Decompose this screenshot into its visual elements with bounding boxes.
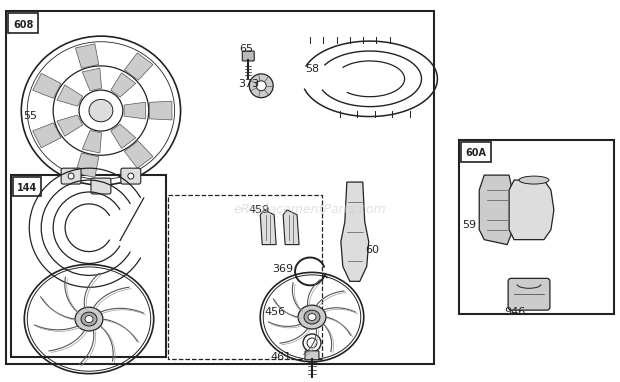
FancyBboxPatch shape <box>8 13 38 33</box>
Ellipse shape <box>75 307 103 331</box>
Polygon shape <box>111 124 136 148</box>
Bar <box>459 140 614 314</box>
Ellipse shape <box>308 314 316 320</box>
Text: 59: 59 <box>463 220 476 230</box>
Circle shape <box>256 81 266 91</box>
FancyBboxPatch shape <box>508 278 550 310</box>
Text: 461: 461 <box>270 352 291 362</box>
FancyBboxPatch shape <box>61 168 81 184</box>
FancyBboxPatch shape <box>305 351 319 360</box>
FancyBboxPatch shape <box>461 142 491 162</box>
Text: 608: 608 <box>13 20 33 30</box>
Polygon shape <box>125 53 153 80</box>
Polygon shape <box>509 180 554 240</box>
Bar <box>6 11 435 364</box>
Bar <box>11 175 166 357</box>
Text: 58: 58 <box>305 64 319 74</box>
FancyBboxPatch shape <box>91 178 111 194</box>
Polygon shape <box>82 131 102 153</box>
Polygon shape <box>125 141 153 168</box>
Text: eReplacementParts.com: eReplacementParts.com <box>234 203 386 216</box>
Text: 369: 369 <box>272 264 293 274</box>
Polygon shape <box>57 85 82 106</box>
Bar <box>167 195 322 359</box>
Polygon shape <box>76 44 99 68</box>
FancyBboxPatch shape <box>121 168 141 184</box>
Polygon shape <box>149 101 172 120</box>
Text: 456: 456 <box>264 307 285 317</box>
Polygon shape <box>57 115 82 136</box>
Text: 373: 373 <box>238 79 259 89</box>
Polygon shape <box>124 102 146 119</box>
Text: 60A: 60A <box>466 148 487 158</box>
Circle shape <box>68 173 74 179</box>
Circle shape <box>128 173 134 179</box>
Polygon shape <box>82 68 102 91</box>
Polygon shape <box>341 182 369 281</box>
Polygon shape <box>260 210 276 244</box>
Polygon shape <box>76 153 99 177</box>
Text: 946: 946 <box>504 307 525 317</box>
Polygon shape <box>33 73 61 98</box>
Polygon shape <box>479 175 511 244</box>
Ellipse shape <box>85 316 93 322</box>
FancyBboxPatch shape <box>242 51 254 61</box>
Text: 459: 459 <box>248 205 270 215</box>
Polygon shape <box>111 73 136 97</box>
Ellipse shape <box>304 310 320 324</box>
Ellipse shape <box>89 99 113 122</box>
Text: 55: 55 <box>24 110 37 121</box>
Ellipse shape <box>298 305 326 329</box>
Circle shape <box>249 74 273 98</box>
FancyBboxPatch shape <box>14 177 41 196</box>
Text: 144: 144 <box>17 183 37 193</box>
Text: 60: 60 <box>366 244 379 254</box>
Ellipse shape <box>81 312 97 326</box>
Polygon shape <box>283 210 299 244</box>
Ellipse shape <box>519 176 549 184</box>
Text: 65: 65 <box>239 44 254 54</box>
Polygon shape <box>33 123 61 148</box>
